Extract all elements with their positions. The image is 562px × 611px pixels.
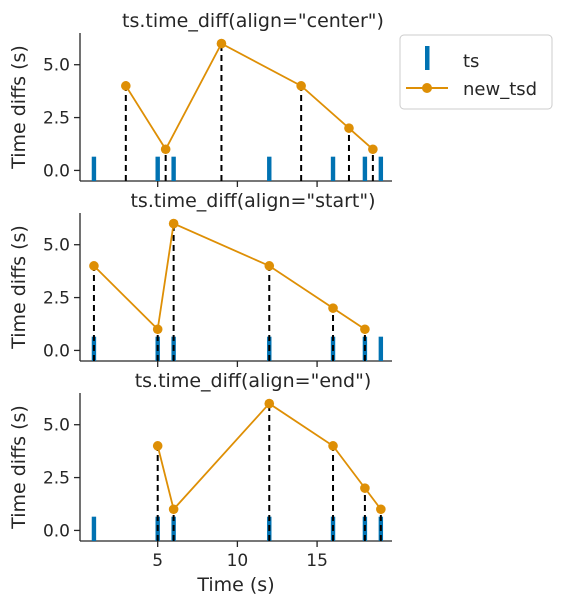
new-tsd-point — [89, 261, 99, 271]
subplot-title: ts.time_diff(align="start") — [130, 190, 375, 212]
y-tick-label: 2.5 — [43, 289, 70, 309]
x-tick-label: 5 — [152, 551, 163, 571]
new-tsd-point — [264, 398, 275, 409]
ts-event-marker — [378, 336, 384, 361]
ts-event-marker — [91, 156, 97, 181]
legend-frame — [399, 34, 553, 110]
x-axis-label: Time (s) — [196, 574, 274, 596]
y-tick-label: 5.0 — [43, 416, 70, 436]
new-tsd-point — [360, 324, 370, 335]
new-tsd-point — [121, 81, 131, 91]
new-tsd-point — [328, 303, 338, 313]
y-tick-label: 2.5 — [43, 109, 70, 129]
subplot-title: ts.time_diff(align="center") — [122, 10, 384, 32]
subplot-2: ts.time_diff(align="start") Time diffs (s… — [8, 190, 392, 367]
new-tsd-line — [93, 222, 366, 332]
new-tsd-point — [264, 261, 275, 271]
y-tick-label: 0.0 — [43, 521, 70, 541]
new-tsd-line — [125, 42, 374, 152]
new-tsd-point — [296, 81, 306, 91]
legend: ts new_tsd — [399, 34, 553, 110]
y-tick-label: 0.0 — [43, 161, 70, 181]
subplot-3: ts.time_diff(align="end") Time diffs (s) 0… — [8, 370, 392, 596]
legend-ts-marker — [425, 46, 430, 70]
x-tick-label: 10 — [227, 551, 249, 571]
y-tick-label: 5.0 — [43, 236, 70, 256]
y-tick-label: 2.5 — [43, 469, 70, 489]
ts-event-marker — [91, 516, 97, 541]
legend-label-new-tsd: new_tsd — [463, 79, 537, 100]
y-axis-label: Time diffs (s) — [8, 45, 30, 170]
ts-event-marker — [267, 156, 272, 181]
ts-event-marker — [155, 156, 160, 181]
legend-label-ts: ts — [463, 51, 479, 72]
new-tsd-point — [344, 123, 354, 133]
y-tick-label: 0.0 — [43, 341, 70, 361]
new-tsd-point — [360, 483, 370, 493]
ts-event-marker — [330, 156, 336, 181]
new-tsd-point — [160, 144, 171, 155]
new-tsd-point — [216, 38, 227, 49]
subplot-title: ts.time_diff(align="end") — [135, 370, 372, 392]
new-tsd-point — [376, 504, 386, 515]
new-tsd-point — [368, 144, 378, 155]
subplot-1: ts.time_diff(align="center") Time diffs (… — [8, 10, 392, 187]
new-tsd-point — [168, 218, 179, 229]
ts-event-marker — [171, 156, 176, 181]
x-tick-label: 15 — [306, 551, 328, 571]
y-tick-label: 5.0 — [43, 56, 70, 76]
new-tsd-point — [328, 441, 338, 451]
new-tsd-point — [168, 504, 179, 515]
new-tsd-point — [152, 441, 163, 451]
subplots: ts.time_diff(align="center") Time diffs (… — [8, 10, 392, 596]
new-tsd-point — [152, 324, 163, 335]
ts-event-marker — [362, 156, 368, 181]
ts-event-marker — [378, 156, 384, 181]
y-axis-label: Time diffs (s) — [8, 405, 30, 530]
y-axis-label: Time diffs (s) — [8, 225, 30, 350]
legend-new-tsd-marker — [422, 83, 432, 93]
